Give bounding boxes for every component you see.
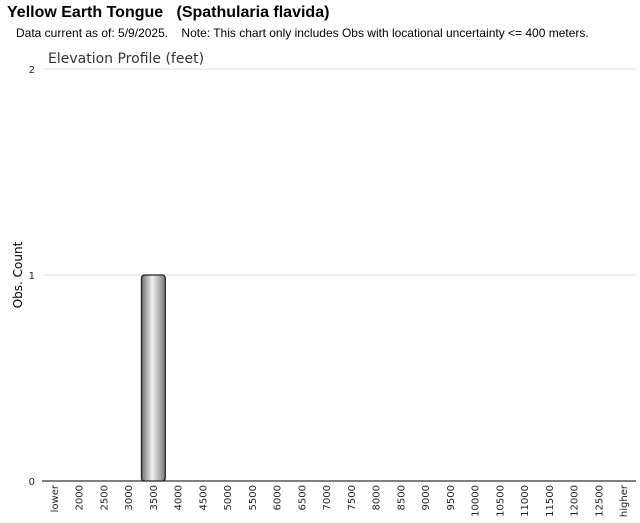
x-tick-label: 12000	[570, 485, 581, 517]
x-tick-label: 4500	[198, 485, 209, 510]
x-tick-label: 8500	[396, 485, 407, 510]
x-tick-label: 12500	[594, 485, 605, 517]
y-tick-label: 0	[29, 477, 35, 488]
y-tick-label: 1	[29, 271, 35, 282]
x-tick-label: 4000	[174, 485, 185, 510]
x-tick-label: 10500	[495, 485, 506, 517]
x-tick-label: lower	[50, 484, 61, 512]
data-note: Data current as of: 5/9/2025. Note: This…	[16, 26, 589, 40]
x-tick-label: 7000	[322, 485, 333, 510]
x-tick-label: 6500	[297, 485, 308, 510]
x-tick-label: 5500	[248, 485, 259, 510]
y-axis-label: Obs. Count	[11, 241, 25, 308]
x-tick-label: 3000	[124, 485, 135, 510]
x-tick-label: 11500	[545, 485, 556, 517]
x-tick-label: 9500	[446, 485, 457, 510]
y-tick-label: 2	[29, 65, 35, 76]
x-tick-label: 11000	[520, 485, 531, 517]
x-tick-label: 8000	[372, 485, 383, 510]
x-tick-label: 7500	[347, 485, 358, 510]
bar-3500	[140, 274, 166, 482]
page-title: Yellow Earth Tongue (Spathularia flavida…	[7, 4, 330, 21]
x-tick-label: 9000	[421, 485, 432, 510]
x-tick-label: 2500	[99, 485, 110, 510]
x-tick-label: 5000	[223, 485, 234, 510]
x-tick-label: 6000	[273, 485, 284, 510]
x-tick-label: 10000	[471, 485, 482, 517]
x-tick-label: higher	[619, 484, 630, 517]
x-tick-label: 2000	[75, 485, 86, 510]
chart-title: Elevation Profile (feet)	[48, 51, 204, 67]
x-tick-label: 3500	[149, 485, 160, 510]
